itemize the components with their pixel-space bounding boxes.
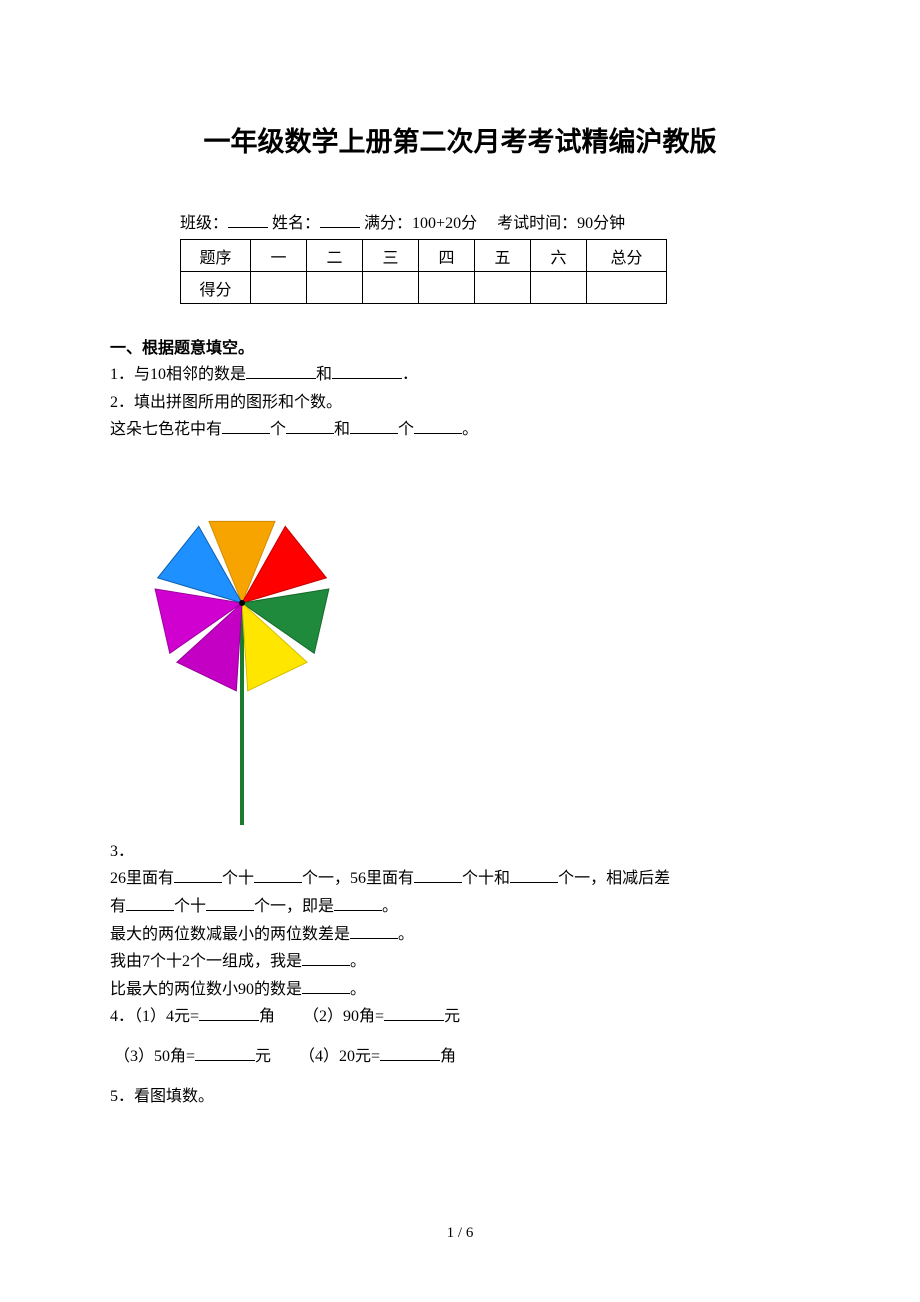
- q1: 1．与10相邻的数是 和 ．: [110, 362, 810, 388]
- section-1-heading: 一、根据题意填空。: [110, 334, 810, 358]
- q3-line4: 我由7个十2个一组成，我是 。: [110, 949, 810, 975]
- q1-text-a: 1．与10相邻的数是: [110, 366, 246, 383]
- q3-blank[interactable]: [174, 867, 222, 883]
- q3-line5: 比最大的两位数小90的数是 。: [110, 977, 810, 1003]
- score-cell[interactable]: [363, 272, 419, 304]
- q3-line3: 最大的两位数减最小的两位数差是 。: [110, 922, 810, 948]
- q4-line1: 4．（1）4元= 角 （2）90角= 元: [110, 1004, 810, 1030]
- q2-blank-4[interactable]: [414, 418, 462, 434]
- q3-line2: 有 个十 个一，即是 。: [110, 894, 810, 920]
- q3-t: 个十: [222, 870, 254, 887]
- meta-line: 班级： 姓名： 满分：100+20分 考试时间：90分钟: [180, 209, 810, 233]
- q2-line1: 2．填出拼图所用的图形和个数。: [110, 390, 810, 416]
- th-6: 六: [531, 240, 587, 272]
- th-1: 一: [251, 240, 307, 272]
- q1-text-b: 和: [316, 366, 332, 383]
- q3-blank[interactable]: [206, 895, 254, 911]
- score-cell[interactable]: [475, 272, 531, 304]
- q3-t: 。: [398, 926, 414, 943]
- q3-line1: 26里面有 个十 个一，56里面有 个十和 个一，相减后差: [110, 866, 810, 892]
- q2-blank-2[interactable]: [286, 418, 334, 434]
- class-label: 班级：: [180, 215, 228, 232]
- q3-blank[interactable]: [334, 895, 382, 911]
- q4-t: 元: [444, 1008, 460, 1025]
- q2-t5: 。: [462, 421, 478, 438]
- q2-t4: 个: [398, 421, 414, 438]
- q4-t: （3）50角=: [114, 1048, 195, 1065]
- page-title: 一年级数学上册第二次月考考试精编沪教版: [110, 120, 810, 159]
- name-blank[interactable]: [320, 212, 360, 228]
- pinwheel-figure: [130, 453, 810, 833]
- q3-blank[interactable]: [126, 895, 174, 911]
- q3-blank[interactable]: [302, 978, 350, 994]
- q3-blank[interactable]: [350, 923, 398, 939]
- q4-blank[interactable]: [384, 1005, 444, 1021]
- th-2: 二: [307, 240, 363, 272]
- q2-t3: 和: [334, 421, 350, 438]
- class-blank[interactable]: [228, 212, 268, 228]
- q4-t: 角: [259, 1008, 275, 1025]
- th-total: 总分: [587, 240, 667, 272]
- q5: 5．看图填数。: [110, 1084, 810, 1110]
- q2-t1: 这朵七色花中有: [110, 421, 222, 438]
- th-seq: 题序: [181, 240, 251, 272]
- time-label: 考试时间：: [497, 215, 577, 232]
- pinwheel-icon: [130, 453, 360, 833]
- score-cell[interactable]: [531, 272, 587, 304]
- score-cell[interactable]: [251, 272, 307, 304]
- q3-t: 有: [110, 898, 126, 915]
- q3-t: 最大的两位数减最小的两位数差是: [110, 926, 350, 943]
- q4-t: （4）20元=: [299, 1048, 380, 1065]
- q1-blank-2[interactable]: [332, 363, 402, 379]
- q2-t2: 个: [270, 421, 286, 438]
- th-4: 四: [419, 240, 475, 272]
- q4-t: （2）90角=: [303, 1008, 384, 1025]
- q1-blank-1[interactable]: [246, 363, 316, 379]
- q3-t: 我由7个十2个一组成，我是: [110, 953, 302, 970]
- q3-t: 个一，相减后差: [558, 870, 670, 887]
- q3-t: 比最大的两位数小90的数是: [110, 981, 302, 998]
- q1-text-c: ．: [402, 366, 418, 383]
- q2-blank-1[interactable]: [222, 418, 270, 434]
- td-score-label: 得分: [181, 272, 251, 304]
- full-label: 满分：: [364, 215, 412, 232]
- q2-line2: 这朵七色花中有 个 和 个 。: [110, 417, 810, 443]
- th-5: 五: [475, 240, 531, 272]
- full-value: 100+20分: [412, 215, 477, 232]
- page-number: 1 / 6: [0, 1225, 920, 1242]
- q4-blank[interactable]: [199, 1005, 259, 1021]
- q3-label: 3．: [110, 839, 810, 865]
- q4-line2: （3）50角= 元 （4）20元= 角: [110, 1044, 810, 1070]
- q3-t: 。: [382, 898, 398, 915]
- score-table: 题序 一 二 三 四 五 六 总分 得分: [180, 239, 667, 304]
- q3-t: 个一，即是: [254, 898, 334, 915]
- q3-blank[interactable]: [254, 867, 302, 883]
- q4-t: 4．（1）4元=: [110, 1008, 199, 1025]
- q3-t: 个一，56里面有: [302, 870, 414, 887]
- name-label: 姓名：: [272, 215, 320, 232]
- th-3: 三: [363, 240, 419, 272]
- q3-t: 。: [350, 981, 366, 998]
- q3-t: 个十: [174, 898, 206, 915]
- q3-blank[interactable]: [414, 867, 462, 883]
- q4-blank[interactable]: [195, 1045, 255, 1061]
- q3-t: 个十和: [462, 870, 510, 887]
- q4-blank[interactable]: [380, 1045, 440, 1061]
- time-value: 90分钟: [577, 215, 625, 232]
- score-cell[interactable]: [419, 272, 475, 304]
- score-cell[interactable]: [587, 272, 667, 304]
- q2-blank-3[interactable]: [350, 418, 398, 434]
- q4-t: 元: [255, 1048, 271, 1065]
- q3-t: 。: [350, 953, 366, 970]
- q3-blank[interactable]: [302, 950, 350, 966]
- table-row: 得分: [181, 272, 667, 304]
- q3-t: 26里面有: [110, 870, 174, 887]
- score-cell[interactable]: [307, 272, 363, 304]
- table-row: 题序 一 二 三 四 五 六 总分: [181, 240, 667, 272]
- q4-t: 角: [440, 1048, 456, 1065]
- q3-blank[interactable]: [510, 867, 558, 883]
